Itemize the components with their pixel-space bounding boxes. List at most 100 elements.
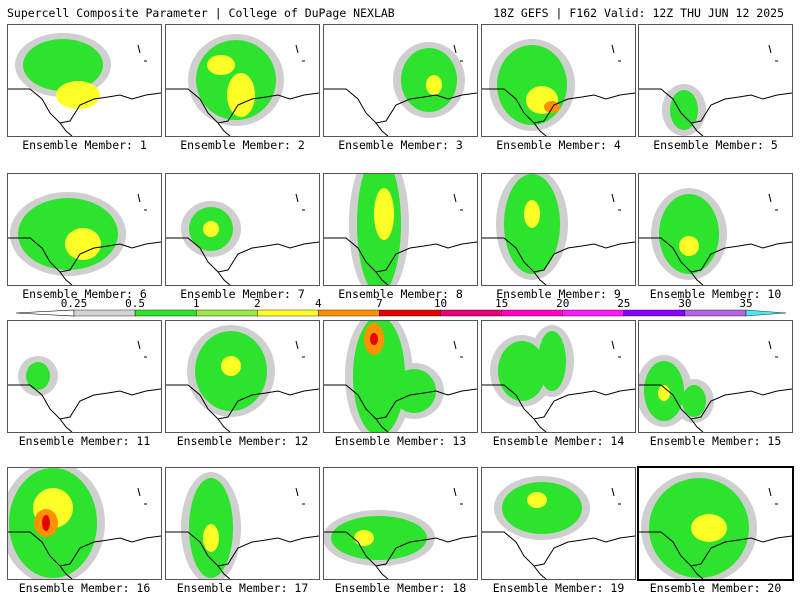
coastline-boundary bbox=[482, 88, 635, 124]
island-mark bbox=[611, 44, 615, 54]
member-label-20: Ensemble Member: 20 bbox=[649, 581, 782, 595]
coastline-boundary bbox=[324, 88, 477, 124]
member-map-8[interactable] bbox=[323, 173, 478, 286]
member-map-6[interactable] bbox=[7, 173, 162, 286]
scp-contour bbox=[42, 515, 50, 531]
scp-contour bbox=[670, 90, 698, 130]
scp-contour bbox=[18, 198, 118, 270]
member-map-15[interactable] bbox=[638, 320, 793, 433]
member-map-1[interactable] bbox=[7, 24, 162, 137]
river-boundary bbox=[375, 122, 389, 136]
colorbar-tick-label: 20 bbox=[556, 297, 569, 310]
member-label-18: Ensemble Member: 18 bbox=[334, 581, 467, 595]
coastline-boundary bbox=[166, 384, 319, 420]
island-mark bbox=[137, 44, 141, 54]
member-map-3[interactable] bbox=[323, 24, 478, 137]
member-map-graphic bbox=[324, 487, 477, 579]
member-map-16[interactable] bbox=[7, 467, 162, 580]
colorbar-high-arrow bbox=[745, 309, 787, 317]
member-map-graphic bbox=[166, 34, 319, 136]
member-map-graphic bbox=[639, 44, 792, 136]
member-map-graphic bbox=[482, 325, 635, 432]
coastline-boundary bbox=[8, 237, 161, 273]
member-map-4[interactable] bbox=[481, 24, 636, 137]
river-boundary bbox=[690, 271, 704, 285]
river-boundary bbox=[375, 565, 389, 579]
member-label-11: Ensemble Member: 11 bbox=[18, 434, 151, 448]
river-boundary bbox=[217, 565, 231, 579]
coastline-boundary bbox=[639, 384, 792, 420]
river-boundary bbox=[533, 565, 547, 579]
coastline-boundary bbox=[639, 531, 792, 567]
colorbar-low-arrow bbox=[15, 309, 75, 317]
member-label-5: Ensemble Member: 5 bbox=[653, 138, 778, 152]
scp-contour bbox=[56, 81, 100, 109]
island-mark bbox=[768, 193, 772, 203]
colorbar-segment bbox=[73, 309, 136, 317]
member-map-7[interactable] bbox=[165, 173, 320, 286]
scp-contour bbox=[227, 73, 255, 117]
colorbar-segment bbox=[623, 309, 686, 317]
scp-contour bbox=[370, 333, 378, 345]
member-map-graphic bbox=[166, 193, 319, 285]
member-label-9: Ensemble Member: 9 bbox=[496, 287, 621, 301]
scp-contour bbox=[353, 321, 405, 432]
scp-contour bbox=[544, 101, 560, 113]
colorbar-tick-label: 10 bbox=[434, 297, 447, 310]
island-mark bbox=[768, 340, 772, 350]
coastline-boundary bbox=[8, 384, 161, 420]
map-title: Supercell Composite Parameter | College … bbox=[7, 6, 395, 20]
colorbar-segment bbox=[195, 309, 258, 317]
scp-contour bbox=[679, 236, 699, 256]
river-boundary bbox=[533, 418, 547, 432]
scp-contour bbox=[498, 341, 546, 401]
scp-contour bbox=[207, 55, 235, 75]
member-map-5[interactable] bbox=[638, 24, 793, 137]
scp-contour bbox=[682, 385, 706, 417]
member-map-19[interactable] bbox=[481, 467, 636, 580]
island-mark bbox=[453, 487, 457, 497]
river-boundary bbox=[59, 271, 73, 285]
island-mark bbox=[137, 487, 141, 497]
member-map-14[interactable] bbox=[481, 320, 636, 433]
island-mark bbox=[611, 193, 615, 203]
member-map-20[interactable] bbox=[637, 466, 794, 581]
member-map-10[interactable] bbox=[638, 173, 793, 286]
river-boundary bbox=[59, 122, 73, 136]
coastline-boundary bbox=[324, 531, 477, 567]
river-boundary bbox=[59, 565, 73, 579]
member-map-graphic bbox=[8, 468, 161, 579]
member-map-12[interactable] bbox=[165, 320, 320, 433]
member-map-18[interactable] bbox=[323, 467, 478, 580]
member-map-17[interactable] bbox=[165, 467, 320, 580]
colorbar-segment bbox=[318, 309, 380, 317]
member-map-graphic bbox=[324, 174, 477, 285]
river-boundary bbox=[690, 565, 704, 579]
member-label-12: Ensemble Member: 12 bbox=[176, 434, 309, 448]
coastline-boundary bbox=[482, 237, 635, 273]
scp-contour bbox=[354, 530, 374, 546]
member-map-11[interactable] bbox=[7, 320, 162, 433]
river-boundary bbox=[217, 418, 231, 432]
island-mark bbox=[453, 340, 457, 350]
run-valid-time: 18Z GEFS | F162 Valid: 12Z THU JUN 12 20… bbox=[493, 6, 784, 20]
island-mark bbox=[453, 44, 457, 54]
coastline-boundary bbox=[8, 88, 161, 124]
coastline-boundary bbox=[166, 237, 319, 273]
coastline-boundary bbox=[324, 384, 477, 420]
island-mark bbox=[768, 487, 772, 497]
member-map-graphic bbox=[166, 325, 319, 432]
island-mark bbox=[137, 340, 141, 350]
colorbar-segment bbox=[379, 309, 441, 317]
member-map-2[interactable] bbox=[165, 24, 320, 137]
coastline-boundary bbox=[482, 531, 635, 567]
scp-contour bbox=[497, 45, 567, 125]
member-map-9[interactable] bbox=[481, 173, 636, 286]
member-label-17: Ensemble Member: 17 bbox=[176, 581, 309, 595]
member-map-graphic bbox=[324, 42, 477, 136]
member-label-8: Ensemble Member: 8 bbox=[338, 287, 463, 301]
coastline-boundary bbox=[639, 88, 792, 124]
river-boundary bbox=[690, 122, 704, 136]
member-map-13[interactable] bbox=[323, 320, 478, 433]
member-map-graphic bbox=[482, 174, 635, 285]
